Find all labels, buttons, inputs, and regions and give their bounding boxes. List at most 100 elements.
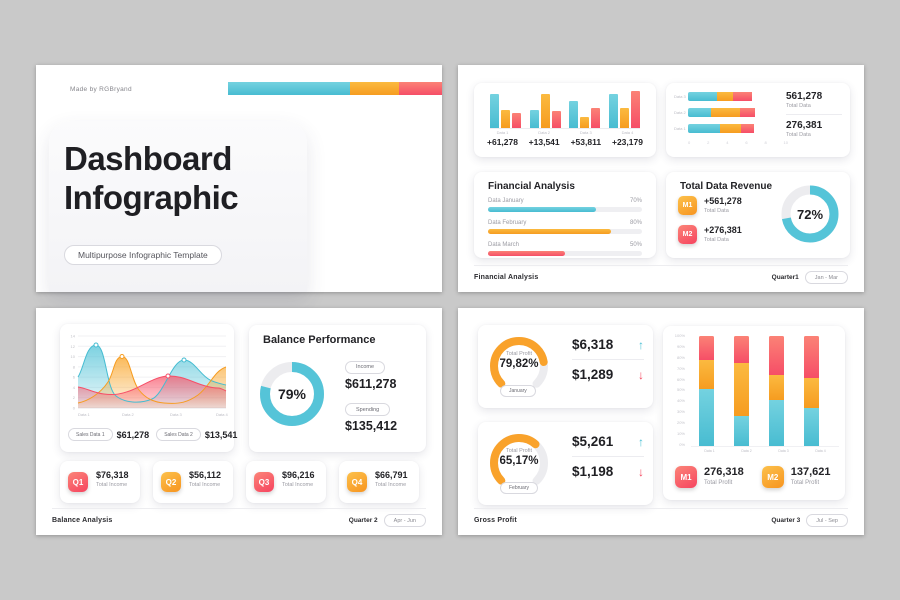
bar-group-label: Data 2 +13,541	[526, 130, 563, 147]
x-tick: 8	[764, 140, 767, 145]
x-axis-labels: Data 1 Data 2 Data 3 Data 4	[691, 449, 839, 453]
progress-label: Data February	[488, 220, 527, 226]
quarter-value: $56,112	[189, 470, 222, 480]
down-arrow-icon: ↓	[638, 464, 644, 479]
x-tick: 10	[783, 140, 788, 145]
slide-financial-analysis: Data 1 +61,278 Data 2 +13,541 Data 3 +53,81…	[458, 65, 864, 292]
category-label: Data 4	[621, 130, 634, 135]
title-line-1: Dashboard	[64, 140, 232, 177]
balance-values: Income $611,278 Spending $135,412	[345, 355, 397, 440]
sales-data-2-value: $13,541	[204, 429, 238, 440]
bar-red	[512, 113, 521, 128]
progress-percent: 70%	[629, 198, 642, 204]
quarter-card-q2: Q2 $56,112 Total Income	[153, 461, 233, 503]
hbar-row: Data 3	[674, 92, 788, 101]
m1-stat: M1 276,318 Total Profit	[675, 466, 744, 488]
accent-gradient-bar	[228, 82, 442, 95]
profit-up-value: $5,261	[572, 434, 614, 449]
profit-down-value: $1,198	[572, 464, 614, 479]
segment-cyan	[688, 92, 717, 101]
stat-label: Total Profit	[790, 480, 820, 486]
hbar	[688, 108, 788, 117]
income-value: $611,278	[345, 376, 397, 391]
stat-label: Total Data	[786, 103, 811, 109]
y-tick: 50%	[676, 387, 685, 393]
donut-svg	[781, 185, 839, 243]
profit-values: $5,261 ↑ $1,198 ↓	[572, 434, 644, 479]
footer-range-pill: Jan - Mar	[804, 271, 848, 284]
category-label: Data 1	[496, 130, 509, 135]
month-pill: February	[500, 482, 539, 494]
profit-up-value: $6,318	[572, 337, 614, 352]
segment-orange	[734, 363, 749, 416]
slide-footer: Balance Analysis Quarter 2 Apr - Jun	[52, 508, 426, 529]
progress-fill-red	[488, 251, 565, 256]
segment-orange	[711, 108, 740, 117]
quarter-label: Total Income	[189, 482, 221, 488]
segment-cyan	[688, 108, 711, 117]
x-tick: 4	[726, 140, 729, 145]
y-tick: 100%	[674, 333, 685, 338]
progress-fill-orange	[488, 229, 612, 234]
y-tick: 20%	[676, 420, 685, 426]
gradient-segment-red	[399, 82, 442, 95]
footer-quarter: Quarter 2	[348, 517, 378, 524]
x-tick: 0	[688, 140, 691, 145]
segment-red	[741, 124, 754, 133]
quarter-card-q3: Q3 $96,216 Total Income	[246, 461, 326, 503]
sales-data-1-value: $61,278	[116, 429, 150, 440]
donut-chart-79: 79%	[257, 359, 327, 429]
progress-track	[488, 207, 642, 212]
footer-quarter: Quarter1	[771, 274, 799, 281]
area-chart: 14 12 10 8 6 4 2 0 Data 1 Data 2 Data 3	[71, 334, 229, 418]
bar-group-label: Data 4 +23,179	[609, 130, 646, 147]
stacked-bar	[734, 336, 749, 446]
data-point-markers	[93, 342, 187, 379]
y-tick: 4	[73, 385, 76, 390]
bar-cyan	[490, 94, 499, 128]
gradient-segment-orange	[349, 82, 400, 95]
quarter-card-q1: Q1 $76,318 Total Income	[60, 461, 140, 503]
quarter-value: $66,791	[375, 470, 408, 480]
progress-row: Data February 80%	[488, 220, 642, 234]
spending-pill: Spending	[345, 403, 391, 416]
bar-group	[569, 101, 601, 128]
slide-balance-analysis: 14 12 10 8 6 4 2 0 Data 1 Data 2 Data 3	[36, 308, 442, 535]
metric-item: M1 +561,278 Total Data	[678, 196, 742, 215]
card-title: Financial Analysis	[488, 181, 575, 192]
stat-value: 276,318	[704, 466, 744, 478]
quarter-value: $76,318	[96, 470, 129, 480]
x-label: Data 4	[216, 412, 229, 417]
progress-track	[488, 251, 642, 256]
quarter-card-q4: Q4 $66,791 Total Income	[339, 461, 419, 503]
gauge-center: Total Profit 79,82%	[486, 351, 552, 370]
category-label: Data 2	[538, 130, 551, 135]
stat-value: 561,278	[786, 91, 823, 102]
y-tick: 6	[73, 375, 76, 380]
bar-group	[490, 94, 521, 128]
x-axis-ticks: 0 2 4 6 8 10	[688, 140, 788, 145]
title-panel: Dashboard Infographic Multipurpose Infogr…	[49, 121, 307, 292]
value-label: +61,278	[487, 137, 518, 147]
segment-cyan	[804, 408, 819, 446]
sales-data-1-pill: Sales Data 1	[68, 428, 113, 441]
bar-orange	[619, 108, 629, 128]
m2-badge: M2	[761, 466, 784, 488]
hbar	[688, 92, 788, 101]
y-tick: 2	[73, 395, 76, 400]
gauge-card-january: Total Profit 79,82% January $6,318 ↑ $1,2…	[478, 325, 653, 408]
x-label: Data 3	[778, 449, 789, 453]
value-label: +53,811	[570, 137, 602, 147]
made-by-text: Made by RGBryand	[70, 86, 132, 93]
total-stat: 561,278 Total Data	[786, 91, 842, 109]
gauge-percent: 79,82%	[499, 358, 539, 370]
title-line-2: Infographic	[64, 179, 239, 216]
stacked-bar	[699, 336, 714, 446]
divider	[572, 456, 644, 457]
sales-totals-row: Sales Data 1 $61,278 Sales Data 2 $13,54…	[68, 428, 240, 441]
slide-gross-profit: Total Profit 79,82% January $6,318 ↑ $1,2…	[458, 308, 864, 535]
segment-red	[804, 336, 819, 378]
sales-data-2-pill: Sales Data 2	[156, 428, 201, 441]
y-tick: 30%	[676, 409, 685, 415]
progress-track	[488, 229, 642, 234]
